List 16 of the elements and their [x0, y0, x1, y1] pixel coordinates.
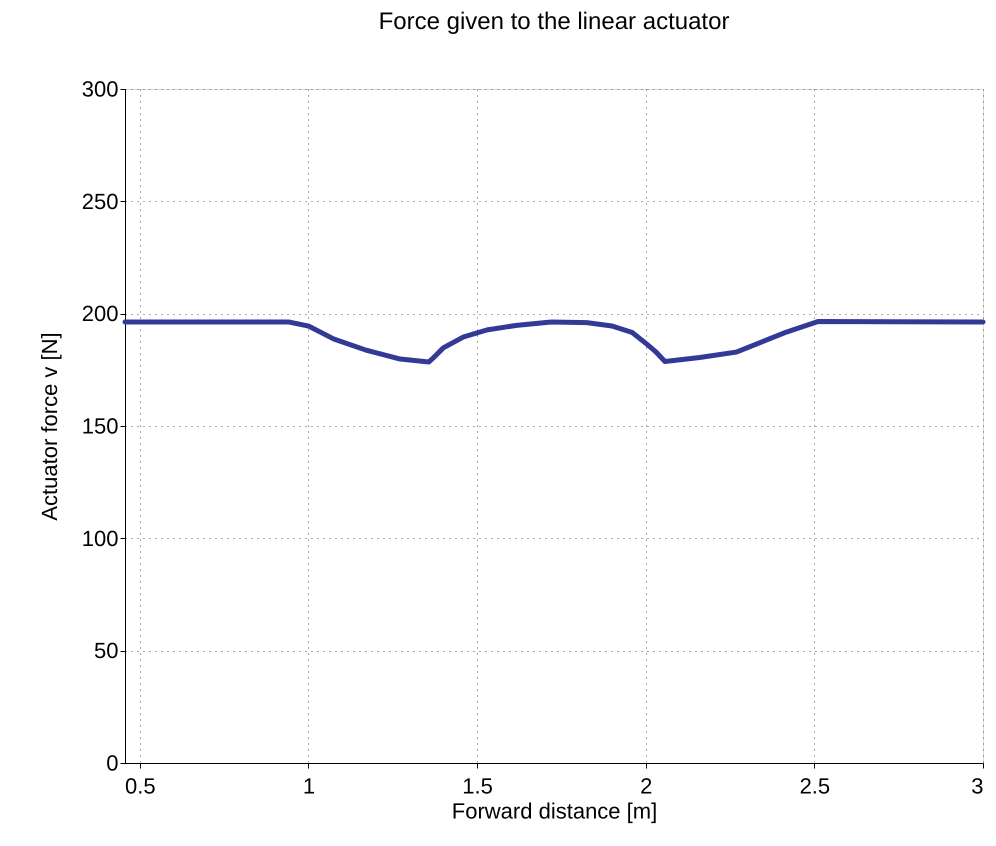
- y-tick-label: 250: [82, 188, 118, 214]
- x-tick-label: 2: [640, 774, 652, 798]
- y-tick-label: 100: [82, 526, 118, 551]
- x-tick-label: 0.5: [125, 774, 156, 798]
- y-tick-label: 0: [106, 750, 118, 776]
- y-tick-label: 150: [82, 414, 118, 438]
- x-tick-label: 1: [302, 774, 316, 798]
- y-tick-label: 300: [82, 76, 118, 102]
- x-tick-label: 3: [971, 774, 984, 798]
- x-tick-label: 2.5: [800, 774, 830, 798]
- y-axis-title: Actuator force v [N]: [36, 332, 62, 521]
- chart-title: Force given to the linear actuator: [378, 8, 730, 35]
- x-axis-title: Forward distance [m]: [452, 798, 658, 824]
- y-tick-label: 50: [94, 638, 118, 664]
- x-tick-label: 1.5: [462, 774, 493, 798]
- y-tick-label: 200: [82, 301, 118, 326]
